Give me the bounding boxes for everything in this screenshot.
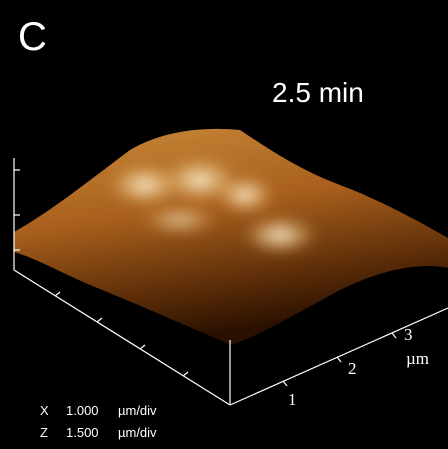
time-label: 2.5 min [272,77,364,108]
scale-info: X 1.000 µm/div Z 1.500 µm/div [40,403,157,440]
scale-unit: µm/div [118,403,157,418]
scale-value: 1.000 [66,403,99,418]
scale-axis: Z [40,425,48,440]
axis-tick-label: 3 [404,325,413,344]
surface-highlights [107,156,318,255]
axis-tick-label: 1 [288,390,297,409]
scale-unit: µm/div [118,425,157,440]
panel-label: C [18,15,47,59]
axes [13,158,448,406]
scale-axis: X [40,403,49,418]
scale-value: 1.500 [66,425,99,440]
axis-tick-label: 2 [348,359,357,378]
axis-unit: µm [406,349,429,368]
